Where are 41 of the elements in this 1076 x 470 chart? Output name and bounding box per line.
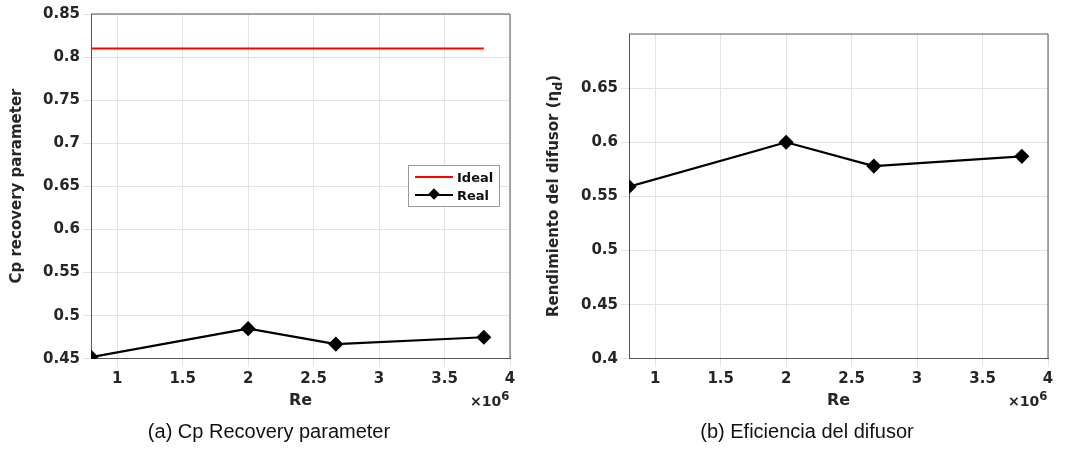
y-tick-label: 0.8 [53,46,81,65]
x-tick-label: 2.5 [300,368,327,387]
text: (a) Cp Recovery parameter [146,420,392,443]
x-axis-title: Re [288,389,313,409]
y-tick-label: 0.85 [42,3,81,22]
y-tick-label: 0.55 [580,186,619,205]
y-axis-title: Cp recovery parameter [7,88,25,284]
y-tick-label: 0.7 [53,133,81,152]
legend-label: Real [457,187,490,203]
x-tick-label: 2 [780,368,792,387]
x-tick-label: 4 [1042,368,1054,387]
x-axis-title: Re [826,389,851,409]
x-tick-label: 3 [373,368,385,387]
x-tick-label: 2.5 [838,368,865,387]
x-tick-label: 1.5 [169,368,196,387]
legend-label: Ideal [457,169,494,185]
x-tick-label: 1 [111,368,123,387]
y-tick-label: 0.75 [42,90,81,109]
y-tick-label: 0.45 [580,294,619,313]
y-tick-label: 0.45 [42,348,81,367]
text: ×10$^{6}$ [1008,388,1048,409]
y-tick-label: 0.65 [580,78,619,97]
x-tick-label: 2 [242,368,254,387]
y-tick-label: 0.65 [42,176,81,195]
point [866,158,881,174]
x-tick-label: 3.5 [431,368,458,387]
y-tick-label: 0.4 [591,348,619,367]
x-tick-label: 3 [911,368,923,387]
x-tick-label: 1.5 [707,368,734,387]
x-tick-label: 4 [504,368,516,387]
x-tick-label: 1 [649,368,661,387]
y-tick-label: 0.5 [591,240,619,259]
text: (b) Eficiencia del difusor [699,420,915,443]
point [779,135,794,150]
y-tick-label: 0.6 [53,219,81,238]
y-tick-label: 0.5 [53,305,81,324]
x-tick-label: 3.5 [969,368,996,387]
point [1014,149,1029,164]
y-tick-label: 0.6 [591,132,619,151]
text: ×10$^{6}$ [470,388,510,409]
y-tick-label: 0.55 [42,262,81,281]
